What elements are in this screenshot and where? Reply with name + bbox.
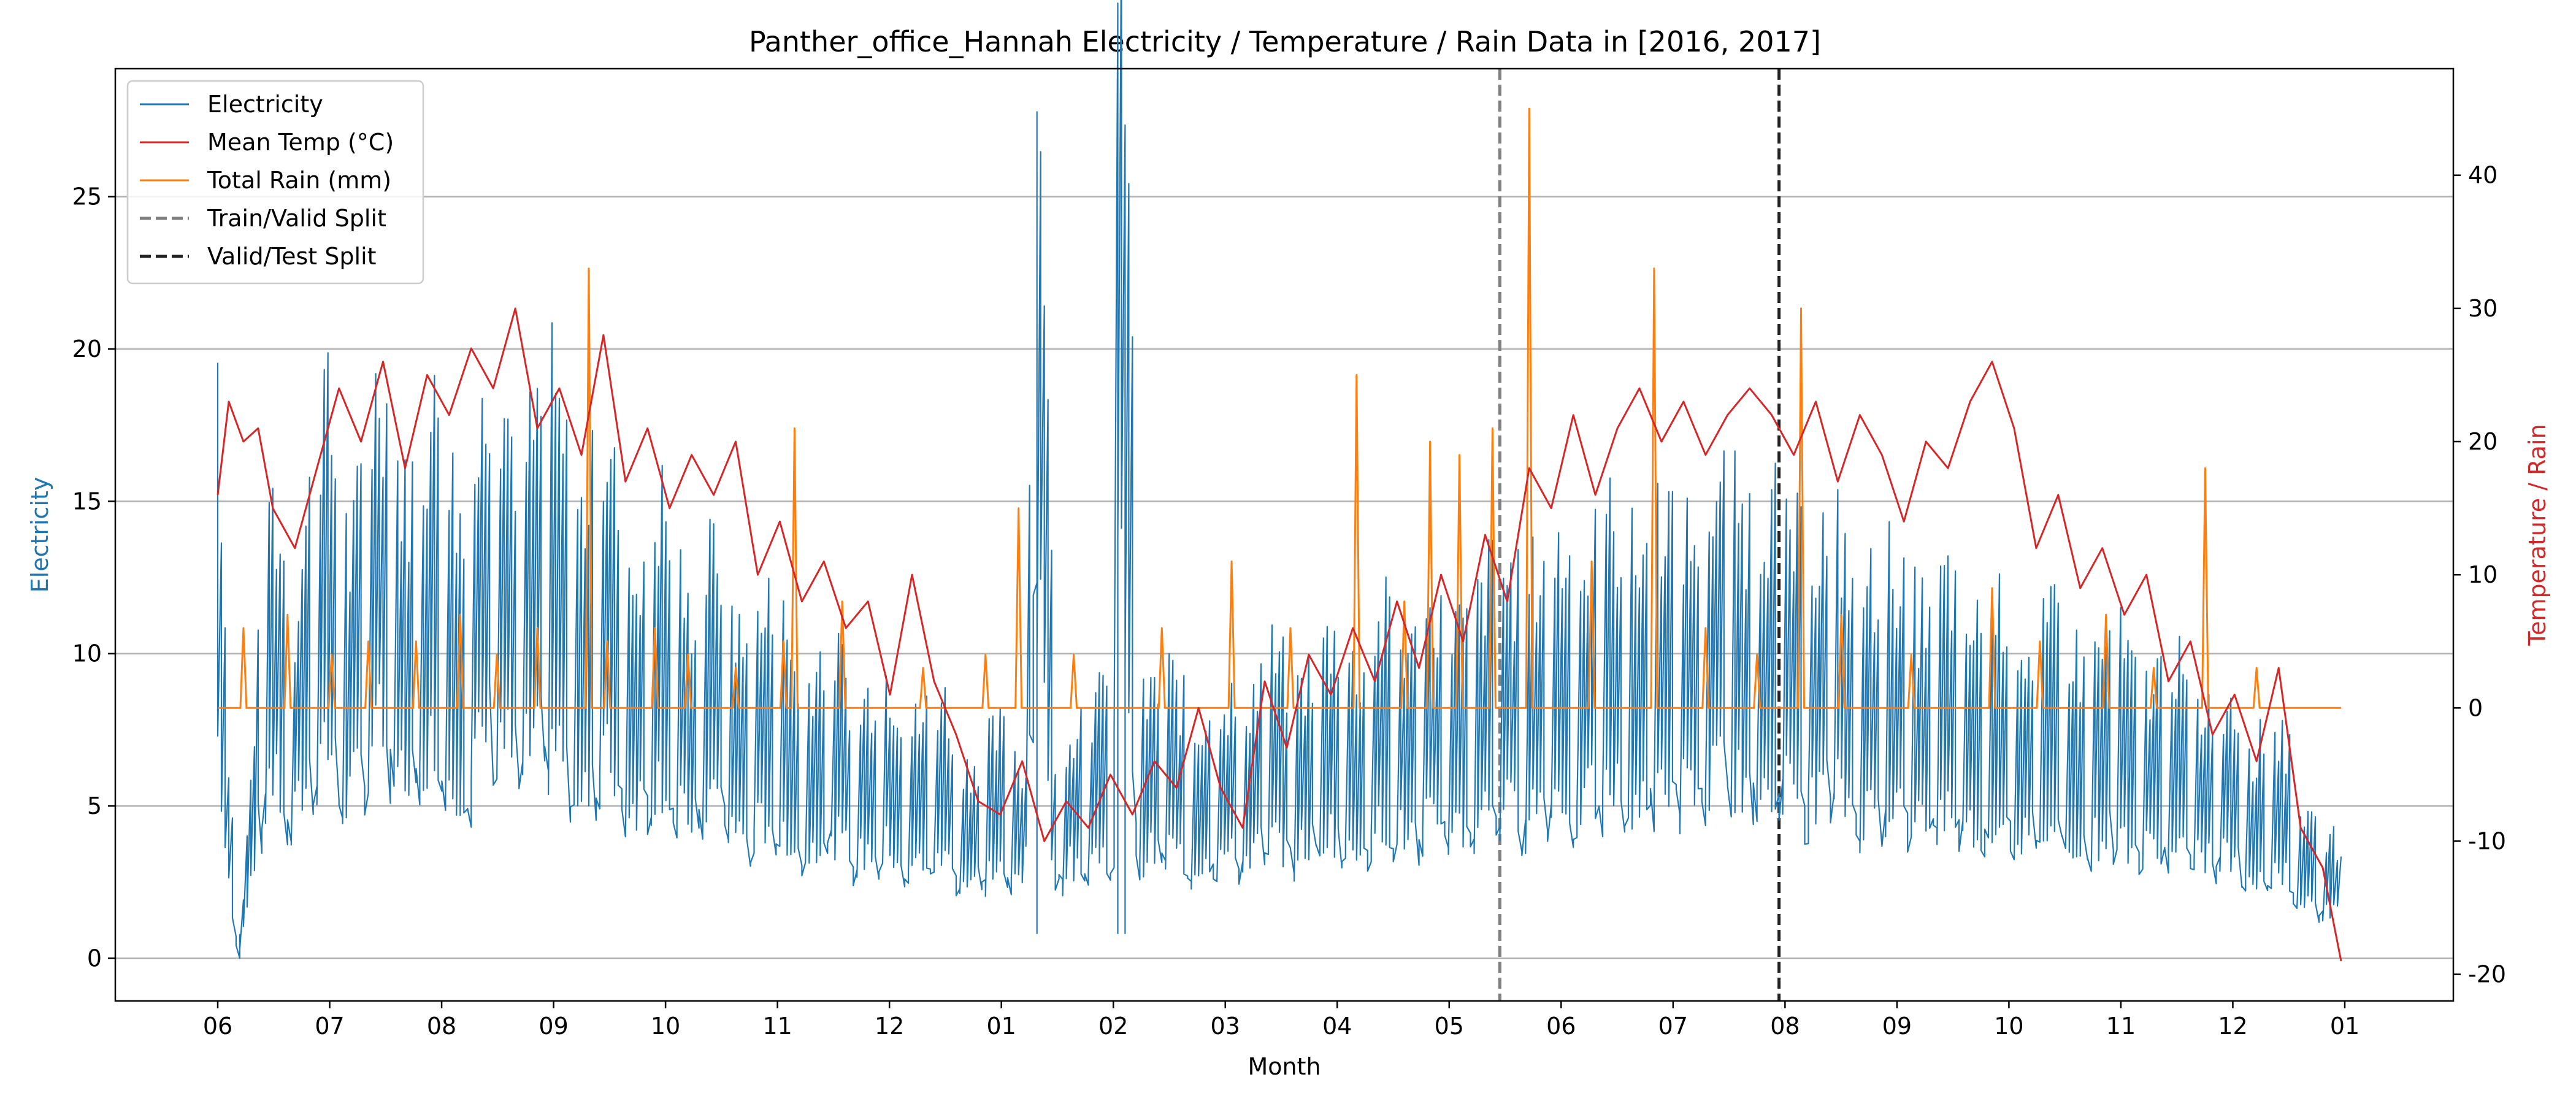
x-tick-label: 12: [875, 1013, 904, 1040]
x-tick-label: 11: [2106, 1013, 2136, 1040]
x-tick-label: 07: [315, 1013, 344, 1040]
series-layer: [217, 0, 2342, 962]
x-tick-label: 08: [427, 1013, 456, 1040]
legend: Electricity Mean Temp (°C) Total Rain (mm)…: [126, 80, 424, 285]
x-tick-label: 04: [1322, 1013, 1352, 1040]
legend-label: Electricity: [207, 91, 323, 118]
y-tick-label-right: 20: [2468, 428, 2497, 455]
plot-frame: [114, 67, 2455, 1002]
x-tick-label: 10: [651, 1013, 680, 1040]
y-tick-label-left: 5: [87, 792, 102, 819]
electricity-series: [217, 0, 2342, 959]
x-tick-label: 09: [539, 1013, 568, 1040]
y-tick-label-right: 40: [2468, 162, 2497, 189]
x-tick-label: 08: [1770, 1013, 1800, 1040]
y-tick-label-right: 30: [2468, 295, 2497, 322]
chart-title: Panther_office_Hannah Electricity / Temp…: [749, 25, 1821, 58]
legend-label: Mean Temp (°C): [207, 129, 394, 156]
x-tick-label: 11: [762, 1013, 792, 1040]
y-axis-label-left: Electricity: [26, 477, 53, 593]
y-tick-label-right: -20: [2468, 961, 2506, 988]
x-tick-label: 09: [1882, 1013, 1912, 1040]
y-axis-label-right: Temperature / Rain: [2524, 424, 2551, 646]
x-tick-label: 01: [987, 1013, 1016, 1040]
x-tick-label: 03: [1211, 1013, 1240, 1040]
y-tick-label-left: 25: [72, 183, 102, 210]
legend-box: [126, 80, 424, 285]
x-tick-label: 07: [1658, 1013, 1688, 1040]
y-tick-label-right: -10: [2468, 827, 2506, 854]
rain-series: [218, 107, 2342, 709]
legend-label: Train/Valid Split: [207, 205, 386, 232]
y-tick-label-left: 15: [72, 488, 102, 515]
x-tick-label: 01: [2330, 1013, 2359, 1040]
y-tick-label-right: 0: [2468, 694, 2483, 721]
x-tick-label: 06: [203, 1013, 232, 1040]
x-tick-label: 06: [1546, 1013, 1576, 1040]
legend-label: Total Rain (mm): [207, 167, 391, 194]
split-lines: [1498, 69, 1781, 1001]
y-tick-label-left: 20: [72, 335, 102, 362]
temperature-series: [217, 307, 2342, 962]
y-tick-label-right: 10: [2468, 561, 2497, 588]
x-axis-label: Month: [1248, 1053, 1321, 1080]
legend-label: Valid/Test Split: [207, 243, 377, 270]
y-tick-label-left: 0: [87, 945, 102, 972]
x-tick-label: 02: [1098, 1013, 1128, 1040]
x-tick-label: 12: [2218, 1013, 2247, 1040]
y-tick-label-left: 10: [72, 640, 102, 667]
x-tick-label: 05: [1435, 1013, 1464, 1040]
x-tick-label: 10: [1994, 1013, 2023, 1040]
